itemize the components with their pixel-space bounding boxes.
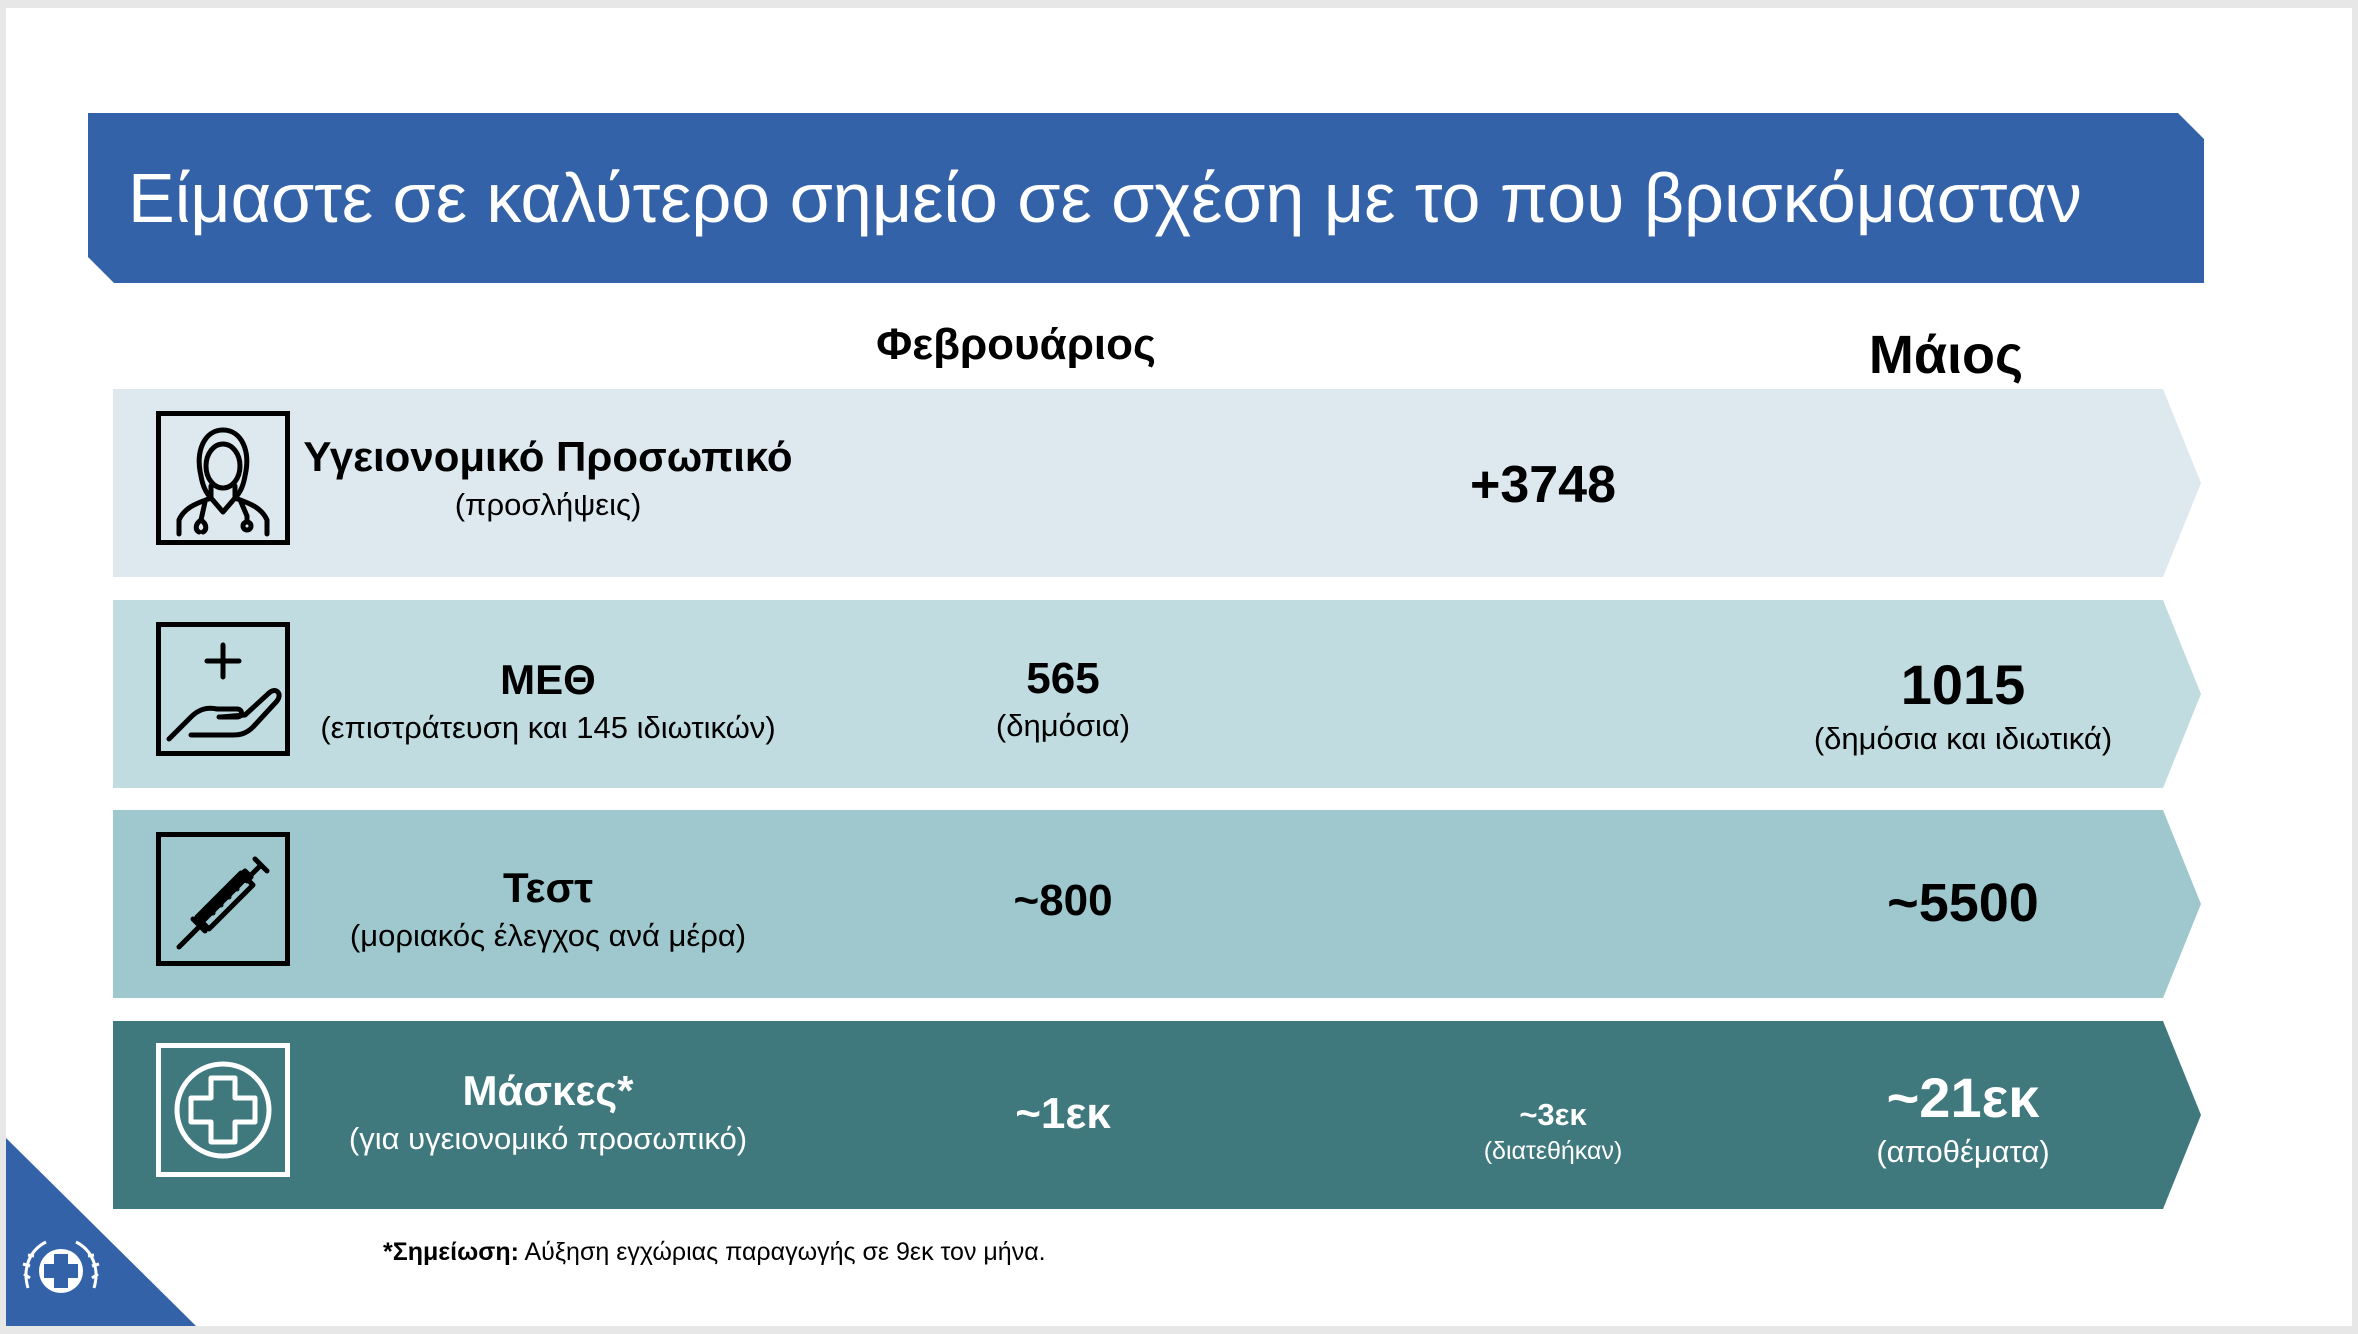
title-banner: Είμαστε σε καλύτερο σημείο σε σχέση με τ… [88, 113, 2204, 283]
row-feb-value: 565 [1026, 654, 1100, 703]
hand-plus-icon [156, 622, 290, 756]
row-mid-cell: ~3εκ (διατεθήκαν) [1393, 1097, 1713, 1166]
row-label: ΜΕΘ [500, 656, 596, 703]
footnote-text: Αύξηση εγχώριας παραγωγής σε 9εκ τον μήν… [518, 1238, 1046, 1266]
row-may-sub: (αποθέματα) [1876, 1134, 2050, 1169]
row-label: Υγειονομικό Προσωπικό [303, 433, 793, 480]
row-feb-value: ~800 [1013, 876, 1113, 925]
row-label-cell: Μάσκες* (για υγειονομικό προσωπικό) [298, 1067, 798, 1157]
corner-triangle [6, 1138, 196, 1326]
column-header-may: Μάιος [1868, 325, 2024, 385]
row-may-value: ~21εκ [1886, 1066, 2040, 1129]
row-may-value: ~5500 [1887, 873, 2039, 933]
row-sublabel: (μοριακός έλεγχος ανά μέρα) [349, 918, 747, 953]
row-mid-value: ~3εκ [1519, 1097, 1587, 1132]
row-sublabel: (προσλήψεις) [454, 487, 642, 522]
row-label: Τεστ [503, 864, 593, 911]
page-title: Είμαστε σε καλύτερο σημείο σε σχέση με τ… [128, 159, 2082, 237]
row-may-cell: ~21εκ (αποθέματα) [1753, 1065, 2173, 1170]
row-masks: Μάσκες* (για υγειονομικό προσωπικό) ~1εκ… [113, 1021, 2201, 1209]
row-sublabel: (επιστράτευση και 145 ιδιωτικών) [320, 710, 776, 745]
slide: Είμαστε σε καλύτερο σημείο σε σχέση με τ… [6, 8, 2352, 1326]
row-mid-cell: +3748 [1413, 455, 1673, 515]
row-label: Μάσκες* [462, 1067, 634, 1114]
row-mid-sub: (διατεθήκαν) [1483, 1137, 1623, 1165]
row-tests: Τεστ (μοριακός έλεγχος ανά μέρα) ~800 ~5… [113, 810, 2201, 998]
row-may-sub: (δημόσια και ιδιωτικά) [1813, 721, 2113, 756]
row-feb-cell: 565 (δημόσια) [913, 654, 1213, 744]
row-feb-cell: ~1εκ [913, 1089, 1213, 1139]
row-band [113, 1021, 2201, 1209]
greek-emblem-icon [22, 1240, 100, 1293]
row-label-cell: ΜΕΘ (επιστράτευση και 145 ιδιωτικών) [298, 656, 798, 746]
row-may-value: 1015 [1900, 653, 2026, 716]
row-icu: ΜΕΘ (επιστράτευση και 145 ιδιωτικών) 565… [113, 600, 2201, 788]
row-may-cell: 1015 (δημόσια και ιδιωτικά) [1753, 652, 2173, 757]
row-may-cell: ~5500 [1753, 872, 2173, 934]
title-banner-shape [88, 113, 2204, 283]
syringe-icon [156, 832, 290, 966]
row-feb-value: ~1εκ [1015, 1089, 1111, 1138]
column-header-feb: Φεβρουάριος [876, 320, 1156, 369]
footnote: *Σημείωση: Αύξηση εγχώριας παραγωγής σε … [383, 1238, 1046, 1267]
row-band [113, 389, 2201, 577]
footnote-label: *Σημείωση: [383, 1238, 519, 1266]
row-feb-sub: (δημόσια) [995, 708, 1131, 743]
row-feb-cell: ~800 [913, 876, 1213, 926]
row-label-cell: Υγειονομικό Προσωπικό (προσλήψεις) [298, 433, 798, 523]
row-health-personnel: Υγειονομικό Προσωπικό (προσλήψεις) +3748 [113, 389, 2201, 577]
row-band [113, 810, 2201, 998]
medical-cross-icon [156, 1043, 290, 1177]
row-sublabel: (για υγειονομικό προσωπικό) [348, 1121, 748, 1156]
row-label-cell: Τεστ (μοριακός έλεγχος ανά μέρα) [298, 864, 798, 954]
row-band [113, 600, 2201, 788]
doctor-icon [156, 411, 290, 545]
row-mid-value: +3748 [1469, 456, 1617, 514]
